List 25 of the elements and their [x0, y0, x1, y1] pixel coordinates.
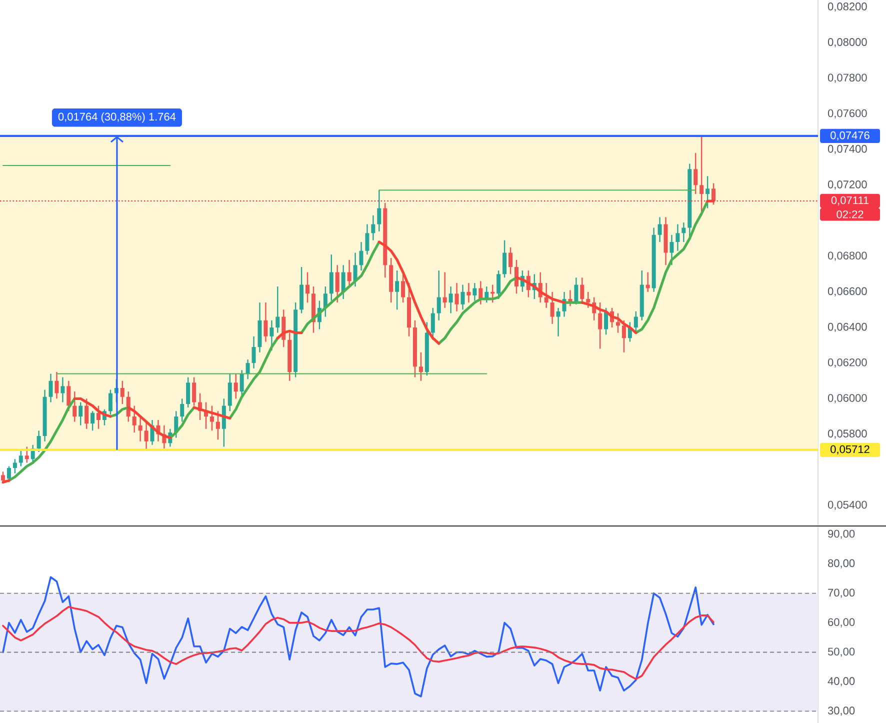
band-label: 0,01764 (30,88%) 1.764: [58, 112, 176, 123]
y-tick-label: 0,07200: [828, 180, 867, 190]
ref-line-label: 0,07111: [831, 196, 869, 206]
y-tick-label: 50,00: [828, 648, 855, 657]
y-tick-label: 0,05800: [828, 430, 867, 439]
y-tick-label: 0,06400: [828, 322, 867, 332]
y-tick-label: 0,06800: [828, 252, 867, 261]
ref-line-label: 0,07476: [830, 131, 870, 140]
y-tick-label: 0,05400: [828, 500, 867, 510]
y-tick-label: 90,00: [828, 530, 855, 539]
y-tick-label: 0,08000: [828, 38, 867, 48]
y-tick-label: 60,00: [828, 618, 855, 628]
text: 02:22: [836, 210, 864, 218]
y-tick-label: 0,06000: [828, 394, 867, 404]
y-tick-label: 0,06200: [828, 358, 867, 368]
y-tick-label: 0,08200: [828, 2, 867, 12]
y-tick-label: 0,07600: [828, 109, 867, 118]
y-tick-label: 70,00: [828, 588, 855, 598]
y-tick-label: 80,00: [828, 559, 855, 568]
y-tick-label: 40,00: [828, 677, 855, 686]
ref-line-label: 0,05712: [830, 445, 870, 454]
y-tick-label: 0,07400: [828, 144, 867, 154]
y-tick-label: 30,00: [828, 706, 855, 716]
y-tick-label: 0,07800: [828, 74, 867, 83]
y-tick-label: 0,06600: [828, 287, 867, 296]
